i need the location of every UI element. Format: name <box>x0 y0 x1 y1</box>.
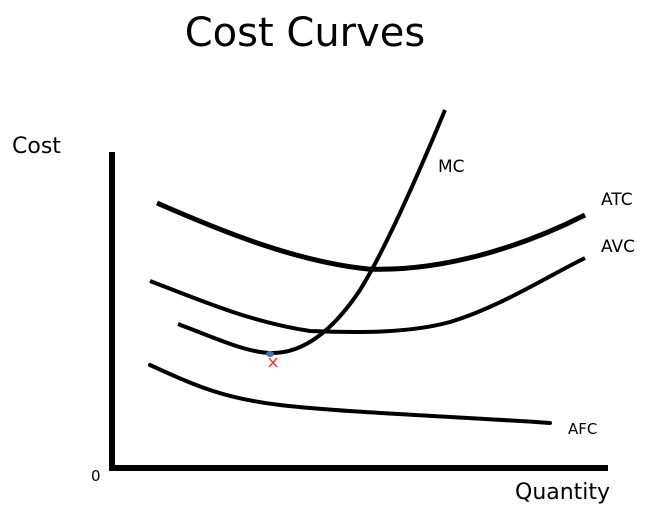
mc-minimum-x-mark <box>268 357 278 368</box>
x-axis-label: Quantity <box>515 480 611 505</box>
afc-label: AFC <box>568 420 598 438</box>
mc-minimum-point <box>266 351 274 357</box>
chart-title: Cost Curves <box>184 10 426 56</box>
mc-label: MC <box>438 157 465 177</box>
axes-lines <box>109 152 608 471</box>
origin-label: 0 <box>91 467 101 485</box>
mc-curve <box>177 109 447 356</box>
atc-label: ATC <box>601 190 633 210</box>
avc-label: AVC <box>601 237 636 257</box>
y-axis-label: Cost <box>12 134 61 159</box>
afc-curve <box>148 363 552 425</box>
atc-curve <box>155 200 587 272</box>
avc-curve <box>149 256 586 334</box>
